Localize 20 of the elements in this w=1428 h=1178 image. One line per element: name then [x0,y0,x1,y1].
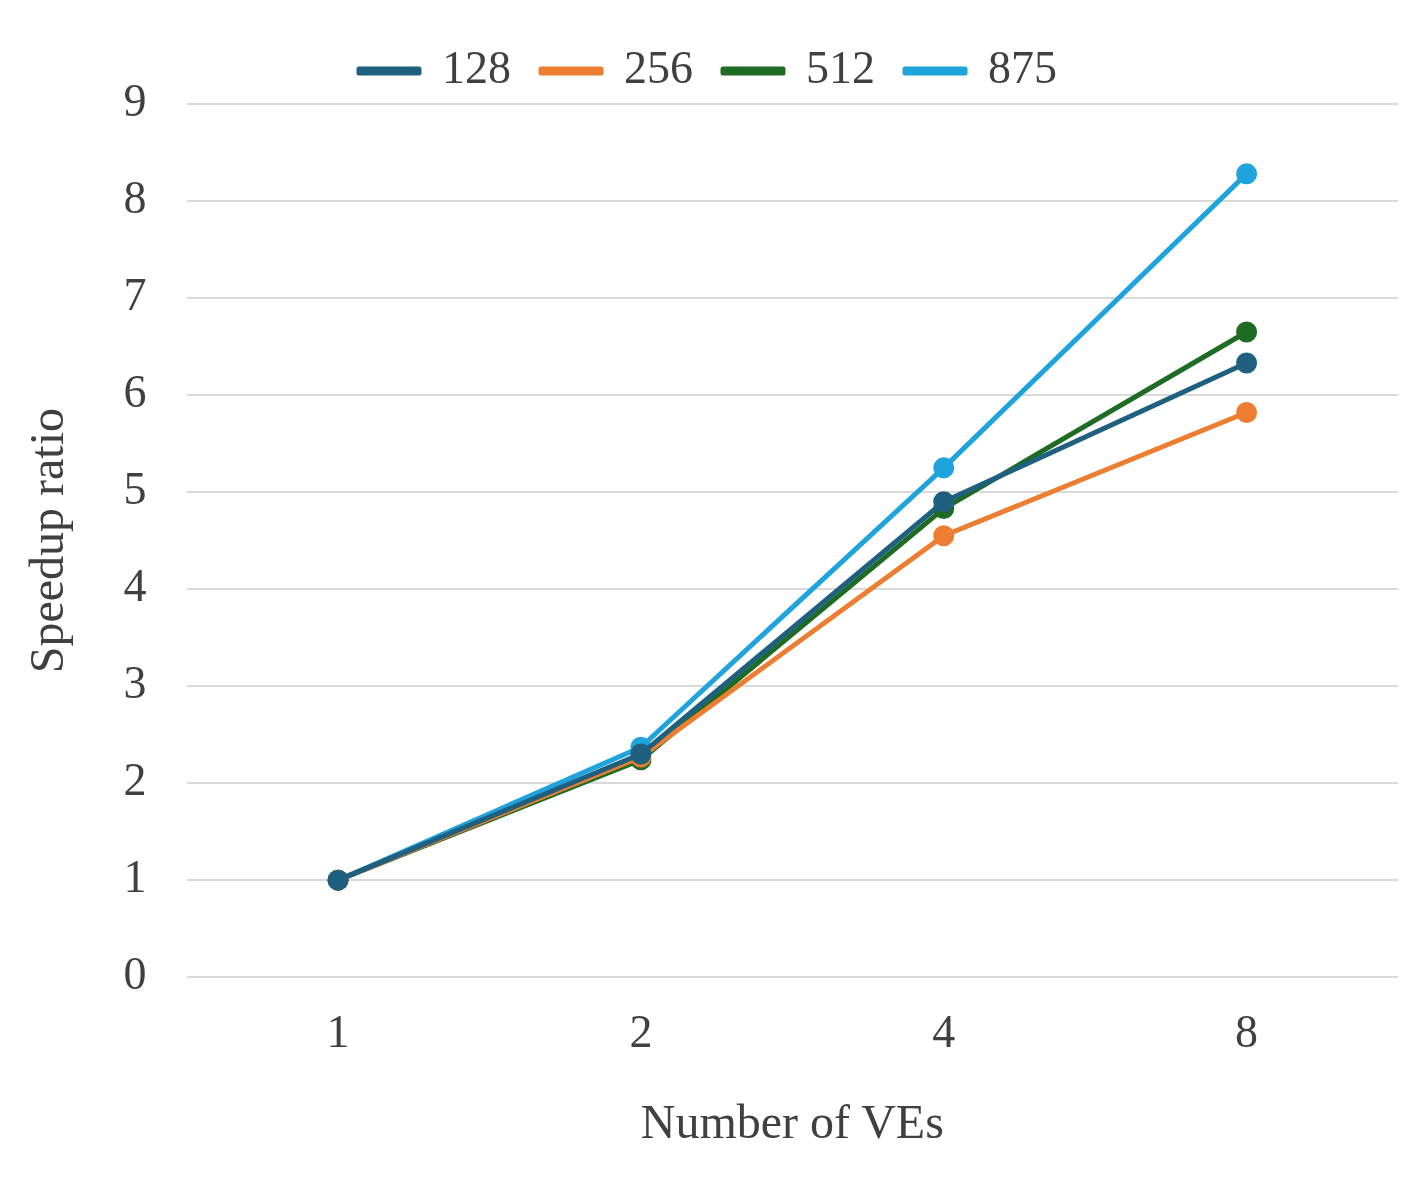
legend-label: 256 [624,42,693,94]
y-tick-label: 3 [123,657,147,709]
y-tick-label: 7 [123,269,147,321]
x-tick-label: 8 [1235,1005,1259,1057]
y-tick-label: 9 [123,75,147,127]
y-axis-title: Speedup ratio [20,407,74,674]
y-tick-label: 6 [123,366,147,418]
y-tick-label: 5 [123,463,147,515]
x-tick-label: 2 [629,1005,653,1057]
legend-label: 128 [442,42,511,94]
y-tick-label: 1 [123,851,147,903]
legend-label: 875 [988,42,1057,94]
y-tick-label: 2 [123,754,147,806]
y-tick-label: 0 [123,948,147,1000]
x-tick-label: 1 [326,1005,350,1057]
y-tick-label: 8 [123,172,147,224]
y-tick-label: 4 [123,560,147,612]
legend-label: 512 [806,42,875,94]
x-axis-title: Number of VEs [640,1094,944,1148]
x-tick-label: 4 [932,1005,956,1057]
